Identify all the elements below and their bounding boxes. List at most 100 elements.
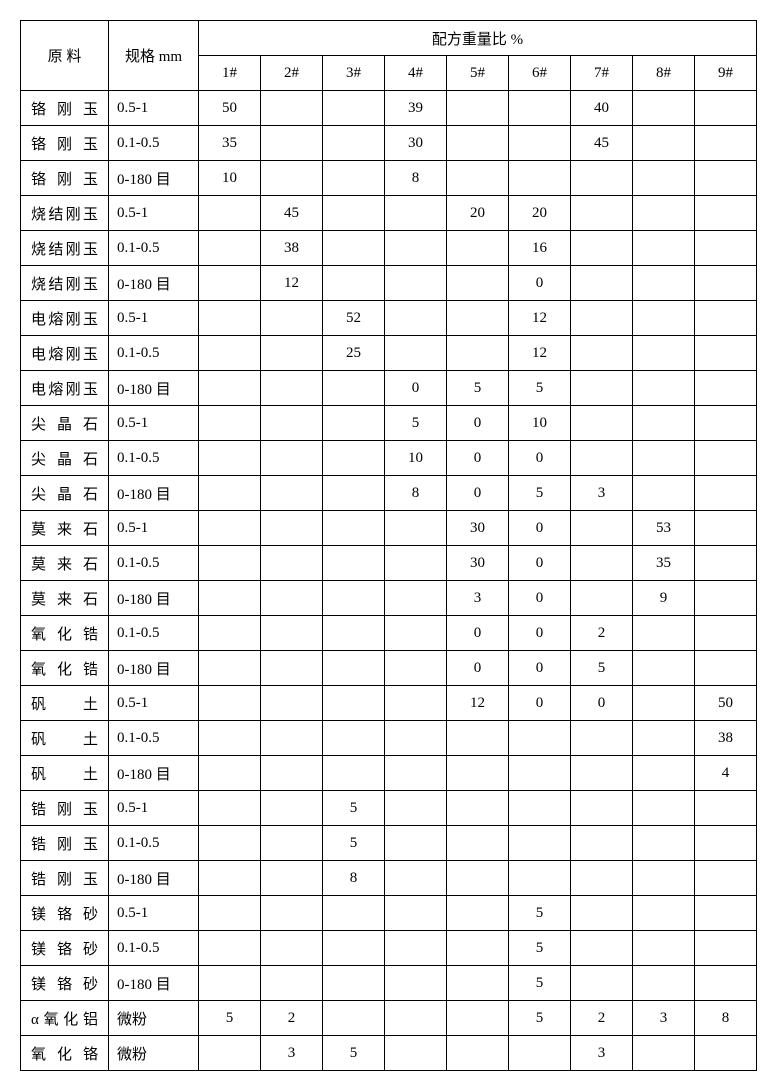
value-cell: 20 xyxy=(447,196,509,231)
material-cell: 电熔刚玉 xyxy=(21,371,109,406)
material-cell: 烧结刚玉 xyxy=(21,266,109,301)
value-cell xyxy=(199,371,261,406)
value-cell xyxy=(695,1036,757,1071)
value-cell xyxy=(199,826,261,861)
value-cell: 5 xyxy=(571,651,633,686)
value-cell: 0 xyxy=(509,686,571,721)
value-cell xyxy=(509,826,571,861)
value-cell: 3 xyxy=(571,1036,633,1071)
table-row: 烧结刚玉0.5-1452020 xyxy=(21,196,757,231)
value-cell xyxy=(323,91,385,126)
value-cell xyxy=(571,301,633,336)
table-header: 原 料 规格 mm 配方重量比 % 1# 2# 3# 4# 5# 6# 7# 8… xyxy=(21,21,757,91)
value-cell xyxy=(199,476,261,511)
value-cell xyxy=(385,196,447,231)
value-cell xyxy=(323,756,385,791)
value-cell: 0 xyxy=(509,266,571,301)
value-cell: 5 xyxy=(509,371,571,406)
material-cell: 氧化锆 xyxy=(21,651,109,686)
material-cell: 锆刚玉 xyxy=(21,826,109,861)
table-row: 莫来石0-180 目309 xyxy=(21,581,757,616)
material-cell: 烧结刚玉 xyxy=(21,196,109,231)
value-cell xyxy=(447,126,509,161)
value-cell: 5 xyxy=(509,966,571,1001)
value-cell xyxy=(261,791,323,826)
value-cell xyxy=(199,721,261,756)
value-cell xyxy=(323,511,385,546)
value-cell xyxy=(447,931,509,966)
header-group: 配方重量比 % xyxy=(199,21,757,56)
value-cell xyxy=(261,161,323,196)
value-cell: 3 xyxy=(447,581,509,616)
value-cell xyxy=(695,896,757,931)
value-cell xyxy=(695,581,757,616)
spec-cell: 0.1-0.5 xyxy=(109,336,199,371)
value-cell: 0 xyxy=(509,651,571,686)
value-cell xyxy=(385,966,447,1001)
material-cell: 镁铬砂 xyxy=(21,966,109,1001)
header-sub: 5# xyxy=(447,56,509,91)
value-cell xyxy=(571,931,633,966)
header-sub: 4# xyxy=(385,56,447,91)
material-cell: 矾土 xyxy=(21,686,109,721)
value-cell xyxy=(261,896,323,931)
value-cell xyxy=(199,266,261,301)
value-cell: 0 xyxy=(509,546,571,581)
value-cell xyxy=(385,266,447,301)
material-cell: 矾土 xyxy=(21,721,109,756)
spec-cell: 0.1-0.5 xyxy=(109,721,199,756)
value-cell xyxy=(571,791,633,826)
value-cell: 30 xyxy=(447,546,509,581)
value-cell xyxy=(385,931,447,966)
value-cell: 0 xyxy=(447,616,509,651)
header-sub: 9# xyxy=(695,56,757,91)
value-cell xyxy=(385,651,447,686)
value-cell: 0 xyxy=(509,441,571,476)
value-cell xyxy=(199,966,261,1001)
table-row: 矾土0.5-1120050 xyxy=(21,686,757,721)
value-cell xyxy=(633,91,695,126)
value-cell: 12 xyxy=(447,686,509,721)
value-cell xyxy=(633,441,695,476)
value-cell: 12 xyxy=(509,301,571,336)
value-cell xyxy=(199,861,261,896)
value-cell xyxy=(385,581,447,616)
value-cell: 3 xyxy=(571,476,633,511)
table-row: 莫来石0.1-0.530035 xyxy=(21,546,757,581)
value-cell xyxy=(633,896,695,931)
value-cell xyxy=(323,196,385,231)
value-cell: 0 xyxy=(509,511,571,546)
table-row: 尖晶石0.5-15010 xyxy=(21,406,757,441)
value-cell xyxy=(633,266,695,301)
value-cell xyxy=(261,441,323,476)
value-cell xyxy=(261,931,323,966)
header-sub: 6# xyxy=(509,56,571,91)
value-cell xyxy=(323,686,385,721)
value-cell xyxy=(633,336,695,371)
spec-cell: 微粉 xyxy=(109,1036,199,1071)
value-cell: 0 xyxy=(571,686,633,721)
value-cell xyxy=(323,126,385,161)
table-row: 氧化锆0.1-0.5002 xyxy=(21,616,757,651)
value-cell xyxy=(261,861,323,896)
material-cell: 莫来石 xyxy=(21,511,109,546)
spec-cell: 0.5-1 xyxy=(109,896,199,931)
value-cell xyxy=(633,231,695,266)
value-cell xyxy=(261,406,323,441)
value-cell xyxy=(695,861,757,896)
value-cell: 8 xyxy=(385,161,447,196)
value-cell: 12 xyxy=(261,266,323,301)
table-row: 锆刚玉0.5-15 xyxy=(21,791,757,826)
spec-cell: 0-180 目 xyxy=(109,861,199,896)
material-cell: 莫来石 xyxy=(21,581,109,616)
value-cell xyxy=(323,371,385,406)
table-row: 矾土0.1-0.538 xyxy=(21,721,757,756)
value-cell xyxy=(447,966,509,1001)
value-cell: 8 xyxy=(323,861,385,896)
value-cell xyxy=(633,196,695,231)
value-cell xyxy=(447,1036,509,1071)
value-cell xyxy=(695,91,757,126)
material-cell: 铬刚玉 xyxy=(21,126,109,161)
value-cell: 5 xyxy=(509,896,571,931)
header-sub: 3# xyxy=(323,56,385,91)
